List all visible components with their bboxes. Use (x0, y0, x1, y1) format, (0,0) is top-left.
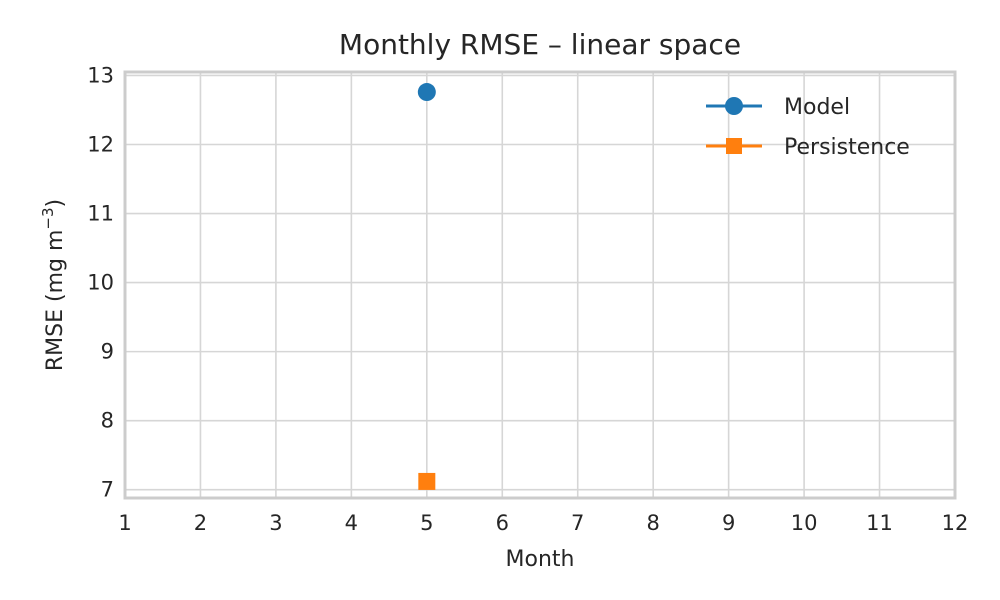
y-axis-ticks: 7 8 9 10 11 12 13 (87, 63, 114, 501)
y-axis-label-end: ) (43, 199, 68, 208)
x-tick-label: 11 (866, 511, 893, 535)
legend-marker-persistence (726, 138, 742, 154)
x-tick-label: 10 (791, 511, 818, 535)
x-tick-label: 12 (942, 511, 969, 535)
y-tick-label: 13 (87, 63, 114, 87)
y-tick-label: 12 (87, 132, 114, 156)
y-tick-label: 9 (101, 340, 114, 364)
data-point-persistence (418, 472, 436, 490)
legend: Model Persistence (706, 95, 910, 160)
plot-frame (123, 70, 957, 500)
y-tick-label: 10 (87, 271, 114, 295)
x-tick-label: 3 (269, 511, 282, 535)
data-point-model (417, 83, 436, 102)
y-axis-label-superscript: −3 (39, 207, 57, 229)
x-tick-label: 7 (571, 511, 584, 535)
y-tick-label: 7 (101, 478, 114, 502)
chart-title: Monthly RMSE – linear space (339, 28, 741, 61)
x-tick-label: 6 (496, 511, 509, 535)
y-tick-label: 11 (87, 202, 114, 226)
x-tick-label: 5 (420, 511, 433, 535)
x-tick-label: 4 (345, 511, 358, 535)
series-layer (417, 83, 436, 490)
legend-label-model: Model (784, 95, 850, 120)
x-axis-label: Month (506, 547, 575, 572)
y-tick-label: 8 (101, 409, 114, 433)
x-tick-label: 9 (722, 511, 735, 535)
y-axis-label-main: RMSE (mg m (43, 230, 68, 372)
x-tick-label: 2 (194, 511, 207, 535)
y-axis-label: RMSE (mg m−3) (39, 199, 68, 371)
x-tick-label: 8 (646, 511, 659, 535)
x-tick-label: 1 (118, 511, 131, 535)
legend-marker-model (725, 97, 743, 115)
x-axis-ticks: 1 2 3 4 5 6 7 8 9 10 11 12 (118, 511, 968, 535)
legend-label-persistence: Persistence (784, 135, 910, 160)
